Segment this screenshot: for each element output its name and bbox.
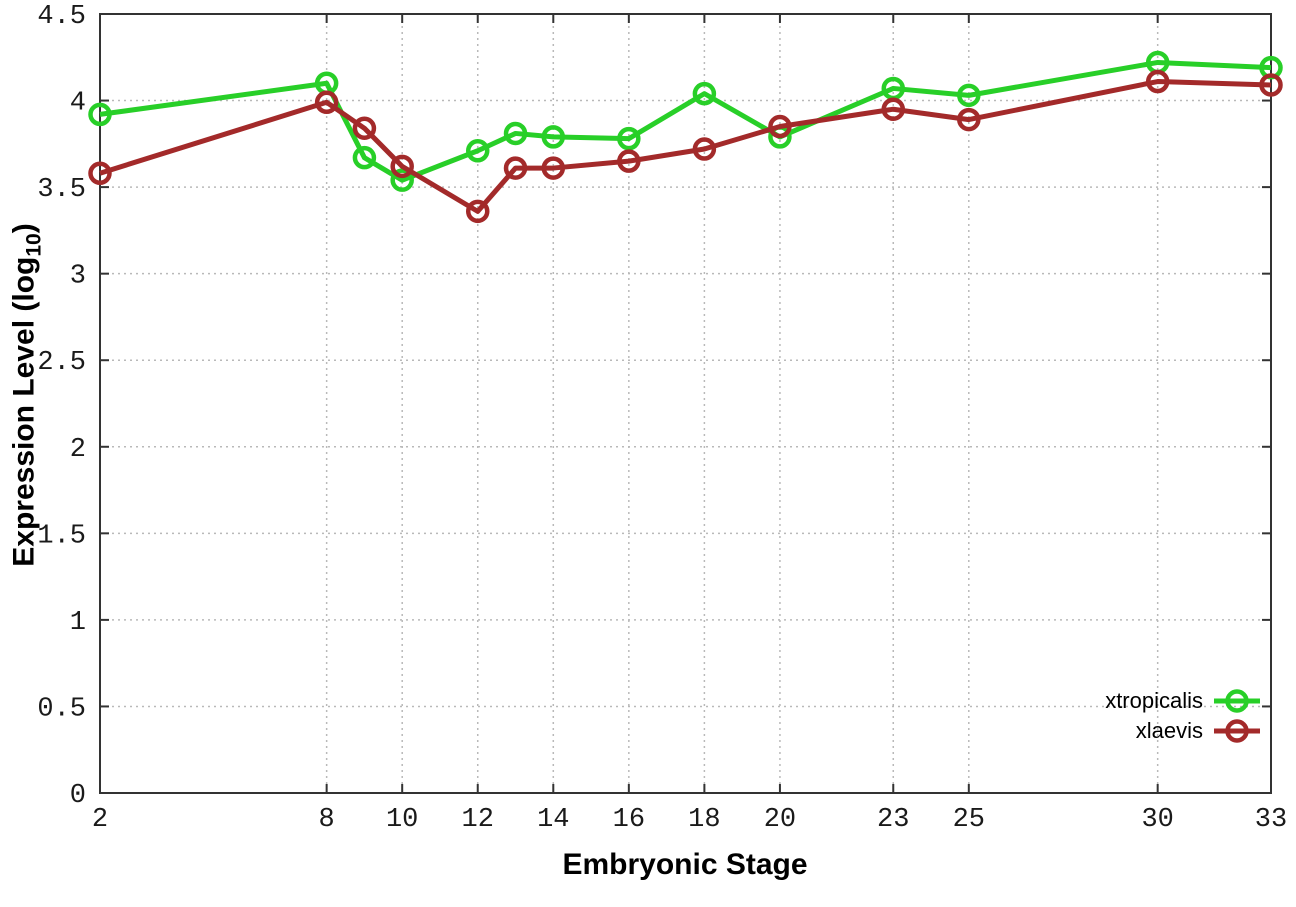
x-tick-label: 23: [877, 805, 909, 835]
data-point-xlaevis-stage-18: [692, 137, 717, 161]
series-xlaevis: [88, 69, 1283, 224]
x-tick-label: 2: [92, 805, 108, 835]
data-point-xlaevis-stage-9: [352, 116, 377, 141]
y-tick-label: 2.5: [37, 348, 86, 378]
legend-marker-xlaevis: [1214, 719, 1260, 743]
y-axis-title-main: Expression Level (log: [7, 256, 41, 567]
y-tick-label: 3.5: [37, 175, 86, 205]
legend-marker-xtropicalis: [1214, 689, 1260, 713]
x-tick-label: 12: [462, 805, 494, 835]
y-axis-title-close: ): [7, 223, 41, 234]
data-point-xtropicalis-stage-9: [352, 145, 377, 170]
legend: xtropicalis xlaevis: [1105, 686, 1262, 746]
data-point-xtropicalis-stage-25: [957, 83, 981, 108]
x-axis-title: Embryonic Stage: [562, 848, 808, 881]
x-tick-label: 33: [1255, 805, 1287, 835]
x-tick-label: 8: [319, 805, 335, 835]
data-point-xlaevis-stage-20: [768, 114, 792, 139]
legend-label-xlaevis: xlaevis: [1135, 718, 1203, 743]
data-point-xlaevis-stage-23: [881, 97, 906, 121]
data-point-xlaevis-stage-13: [503, 156, 528, 180]
data-point-xlaevis-stage-14: [541, 156, 566, 180]
data-point-xtropicalis-stage-10: [390, 168, 414, 192]
data-point-xlaevis-stage-30: [1145, 69, 1170, 94]
x-tick-label: 14: [537, 805, 569, 835]
y-tick-label: 4: [70, 89, 86, 119]
y-tick-label: 4.5: [37, 2, 86, 32]
data-point-xtropicalis-stage-2: [88, 102, 112, 127]
data-point-xlaevis-stage-12: [465, 199, 490, 224]
data-point-xtropicalis-stage-13: [503, 121, 528, 146]
x-tick-label: 20: [764, 805, 796, 835]
legend-item-xlaevis: xlaevis: [1105, 716, 1262, 746]
data-point-xlaevis-stage-16: [617, 149, 641, 173]
y-tick-label: 0.5: [37, 694, 86, 724]
x-tick-label: 16: [613, 805, 645, 835]
y-axis-title: Expression Level (log10): [8, 223, 47, 566]
data-point-xtropicalis-stage-16: [617, 126, 641, 151]
y-axis-title-subscript: 10: [22, 233, 46, 257]
y-tick-label: 2: [70, 435, 86, 465]
data-point-xlaevis-stage-33: [1259, 73, 1283, 97]
y-tick-label: 3: [70, 262, 86, 292]
x-tick-label: 25: [953, 805, 985, 835]
series-xtropicalis: [88, 50, 1283, 192]
data-point-xlaevis-stage-8: [314, 90, 339, 115]
axis-ticks: [99, 13, 1272, 794]
plot-border: [99, 13, 1272, 794]
x-tick-label: 30: [1141, 805, 1173, 835]
y-tick-label: 1.5: [37, 521, 86, 551]
y-tick-labels: 0 0.5 1 1.5 2 2.5 3 3.5 4 4.5: [37, 2, 86, 811]
data-point-xlaevis-stage-2: [88, 161, 112, 186]
data-point-xlaevis-stage-25: [957, 107, 981, 132]
data-point-xtropicalis-stage-12: [465, 139, 490, 163]
data-point-xtropicalis-stage-18: [692, 81, 717, 106]
data-point-xlaevis-stage-10: [390, 154, 414, 179]
x-tick-label: 18: [688, 805, 720, 835]
x-tick-labels: 2 8 10 12 14 16 18 20 23 25 30 33: [92, 805, 1287, 835]
series-line-xtropicalis: [99, 59, 1272, 183]
y-tick-label: 0: [70, 781, 86, 811]
x-tick-label: 10: [386, 805, 418, 835]
gridlines: [100, 14, 1271, 793]
legend-label-xtropicalis: xtropicalis: [1105, 688, 1203, 713]
legend-item-xtropicalis: xtropicalis: [1105, 686, 1262, 716]
data-point-xtropicalis-stage-14: [541, 125, 566, 149]
y-tick-label: 1: [70, 608, 86, 638]
